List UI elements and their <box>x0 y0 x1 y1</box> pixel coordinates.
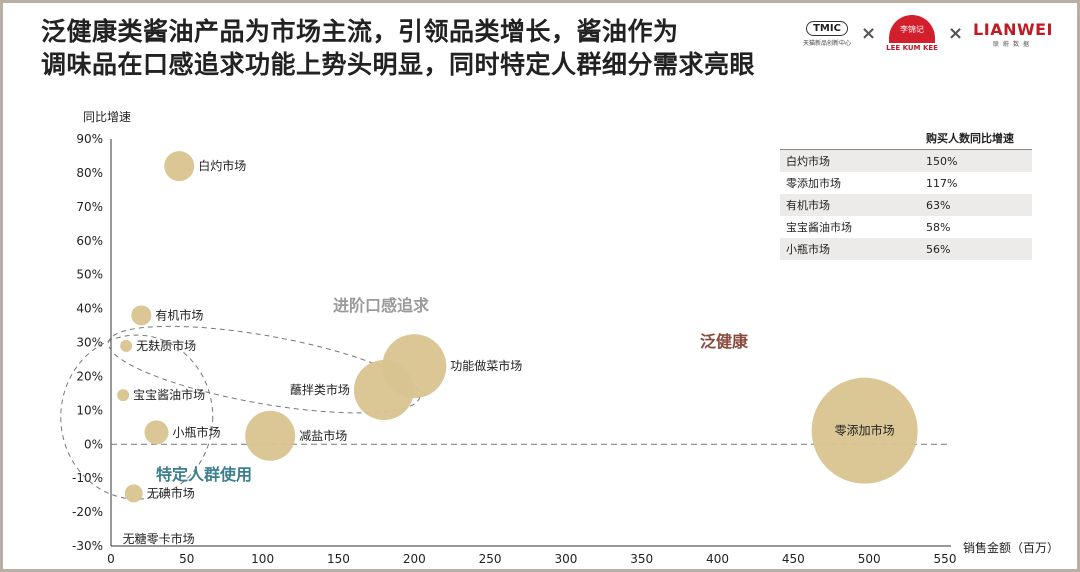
bubble-point <box>811 377 918 484</box>
x-tick-label: 350 <box>630 552 653 566</box>
table-cell-market: 白灼市场 <box>780 149 920 172</box>
bubble-point <box>124 484 143 503</box>
group-label-advanced-taste: 进阶口感追求 <box>333 296 430 315</box>
bubble-label: 蘸拌类市场 <box>290 382 350 397</box>
bubble-label: 功能做菜市场 <box>450 358 522 373</box>
bubble-label: 减盐市场 <box>299 428 347 443</box>
x-tick-label: 0 <box>107 552 115 566</box>
table-cell-market: 小瓶市场 <box>780 238 920 260</box>
buyer-growth-table: 购买人数同比增速 白灼市场 150% 零添加市场 117% 有机市场 63% 宝… <box>780 127 1032 260</box>
table-header-cell <box>780 127 920 150</box>
bubble-label: 小瓶市场 <box>172 424 220 439</box>
bubble-label: 零添加市场 <box>835 423 895 438</box>
table-cell-market: 宝宝酱油市场 <box>786 221 852 234</box>
bubble-label: 无糖零卡市场 <box>123 531 195 546</box>
y-tick-label: -10% <box>72 471 103 485</box>
x-tick-label: 50 <box>179 552 194 566</box>
y-tick-label: -30% <box>72 539 103 553</box>
y-tick-label: 0% <box>84 437 103 451</box>
group-label-specific-population: 特定人群使用 <box>156 465 252 484</box>
y-tick-label: 40% <box>76 302 103 316</box>
x-tick-label: 300 <box>554 552 577 566</box>
bubble-point <box>131 305 152 326</box>
y-tick-label: 30% <box>76 336 103 350</box>
lee-kum-kee-caption: LEE KUM KEE <box>886 44 938 52</box>
table-row: 有机市场 63% <box>780 194 1032 216</box>
bubble-chart: 90% 80% 70% 60% 50% 40% 30% 20% 10% 0% -10% -20% -30… <box>60 110 1059 566</box>
table-row: 白灼市场 150% <box>780 149 1032 172</box>
bubble-point <box>120 339 133 352</box>
table-row: 宝宝酱油市场 58% <box>780 216 1032 238</box>
logo-separator: × <box>947 23 964 44</box>
slide-title: 泛健康类酱油产品为市场主流，引领品类增长，酱油作为 调味品在口感追求功能上势头明… <box>41 15 755 81</box>
x-tick-label: 250 <box>479 552 502 566</box>
bubble-point <box>117 389 130 402</box>
table-cell-growth: 58% <box>926 220 951 234</box>
y-tick-label: 70% <box>76 200 103 214</box>
x-tick-label: 150 <box>327 552 350 566</box>
table-cell-growth: 150% <box>920 149 1032 172</box>
bubble-label: 宝宝酱油市场 <box>133 387 205 402</box>
table-row: 小瓶市场 56% <box>780 238 1032 260</box>
table-cell-growth: 56% <box>920 238 1032 260</box>
group-label-general-health: 泛健康 <box>700 332 749 351</box>
group-ellipse-specific-population <box>60 334 214 500</box>
logo-bar: TMIC 天猫新品创新中心 × 李锦记 LEE KUM KEE × LIANWE… <box>803 15 1053 52</box>
x-tick-label: 200 <box>403 552 426 566</box>
tmic-logo-caption: 天猫新品创新中心 <box>803 39 852 47</box>
y-tick-label: 80% <box>76 166 103 180</box>
bubble-point <box>245 410 296 461</box>
table-header-row: 购买人数同比增速 <box>780 127 1032 150</box>
tmic-logo: TMIC 天猫新品创新中心 <box>803 20 852 47</box>
table-row: 零添加市场 117% <box>780 172 1032 194</box>
y-tick-label: 10% <box>76 403 103 417</box>
x-tick-label: 450 <box>782 552 805 566</box>
bubble-point <box>144 420 169 445</box>
x-tick-label: 400 <box>706 552 729 566</box>
title-line-1: 泛健康类酱油产品为市场主流，引领品类增长，酱油作为 <box>41 17 679 46</box>
bubble-label: 有机市场 <box>155 307 203 322</box>
y-axis-title: 同比增速 <box>83 110 131 124</box>
y-tick-label: 20% <box>76 369 103 383</box>
title-line-2: 调味品在口感追求功能上势头明显，同时特定人群细分需求亮眼 <box>41 50 756 79</box>
table-cell-market: 零添加市场 <box>786 177 841 190</box>
table-header-cell: 购买人数同比增速 <box>926 132 1014 145</box>
logo-separator: × <box>861 23 877 44</box>
lianwei-logo-text: LIANWEI <box>973 19 1053 39</box>
y-tick-label: 60% <box>76 234 103 248</box>
bubble-point <box>164 151 195 182</box>
lee-kum-kee-logo: 李锦记 LEE KUM KEE <box>886 15 938 52</box>
x-tick-label: 550 <box>934 552 957 566</box>
table-cell-market: 有机市场 <box>780 194 920 216</box>
bubble-label: 无麸质市场 <box>136 338 196 353</box>
lianwei-logo: LIANWEI 联蔚数据 <box>973 20 1053 48</box>
y-tick-label: -20% <box>72 505 103 519</box>
bubble-point <box>382 334 447 399</box>
x-axis-title: 销售金额（百万） <box>963 540 1059 555</box>
table-cell-growth: 63% <box>920 194 1032 216</box>
table-cell-growth: 117% <box>926 176 958 190</box>
x-tick-label: 100 <box>251 552 274 566</box>
bubble-label: 白灼市场 <box>198 158 246 173</box>
x-tick-label: 500 <box>858 552 881 566</box>
bubble-label: 无碘市场 <box>147 485 195 500</box>
lianwei-logo-caption: 联蔚数据 <box>993 40 1034 48</box>
y-tick-label: 90% <box>76 132 103 146</box>
tmic-logo-text: TMIC <box>806 20 848 36</box>
y-tick-label: 50% <box>76 268 103 282</box>
